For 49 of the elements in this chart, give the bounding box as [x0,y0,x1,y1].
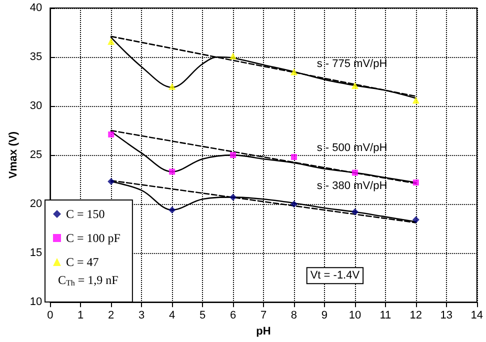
x-tick-label: 4 [169,310,176,322]
x-tick-label: 7 [260,310,267,322]
x-tick-label: 10 [348,310,362,322]
legend-label: C = 150 [66,207,105,221]
x-tick-label: 3 [138,310,145,322]
point [230,52,237,60]
point [168,206,176,214]
point [230,152,236,158]
x-tick-label: 14 [470,310,484,322]
x-tick-label: 11 [380,310,392,322]
y-tick-label: 15 [30,247,42,260]
point [412,216,420,224]
x-tick-label: 13 [440,310,453,322]
y-axis-title: Vmax (V) [8,131,20,179]
annotation: s - 380 mV/pH [316,180,388,192]
y-tick-label: 25 [30,149,42,162]
point [108,131,114,138]
x-tick-label: 12 [410,310,422,322]
x-tick-label: 2 [108,310,114,322]
legend-label: C = 100 pF [66,231,121,245]
x-tick-label: 8 [290,310,298,322]
point [169,168,176,175]
annotation: Vt = -1.4V [310,270,360,282]
y-tick-label: 40 [30,2,42,14]
point [290,68,298,76]
legend-label: C = 47 [66,255,99,269]
y-tick-label: 10 [30,296,42,308]
point [290,200,298,208]
x-axis-title: pH [256,326,271,338]
point [108,38,115,45]
point [168,82,176,90]
x-tick-label: 5 [199,310,206,322]
annotation: s - 775 mV/pH [316,58,388,70]
point [412,96,420,104]
point [351,208,358,216]
point [352,170,358,176]
x-tick-label: 1 [78,310,84,322]
point [108,178,115,186]
x-tick-label: 9 [321,310,328,322]
point [230,194,237,201]
y-tick-label: 20 [30,198,42,210]
y-tick-label: 35 [30,51,42,64]
y-tick-label: 30 [30,100,42,112]
annotation: s - 500 mV/pH [316,142,388,154]
x-tick-label: 6 [230,310,236,322]
point [351,82,358,89]
x-tick-label: 0 [47,310,54,322]
point [412,180,419,186]
point [290,154,297,160]
